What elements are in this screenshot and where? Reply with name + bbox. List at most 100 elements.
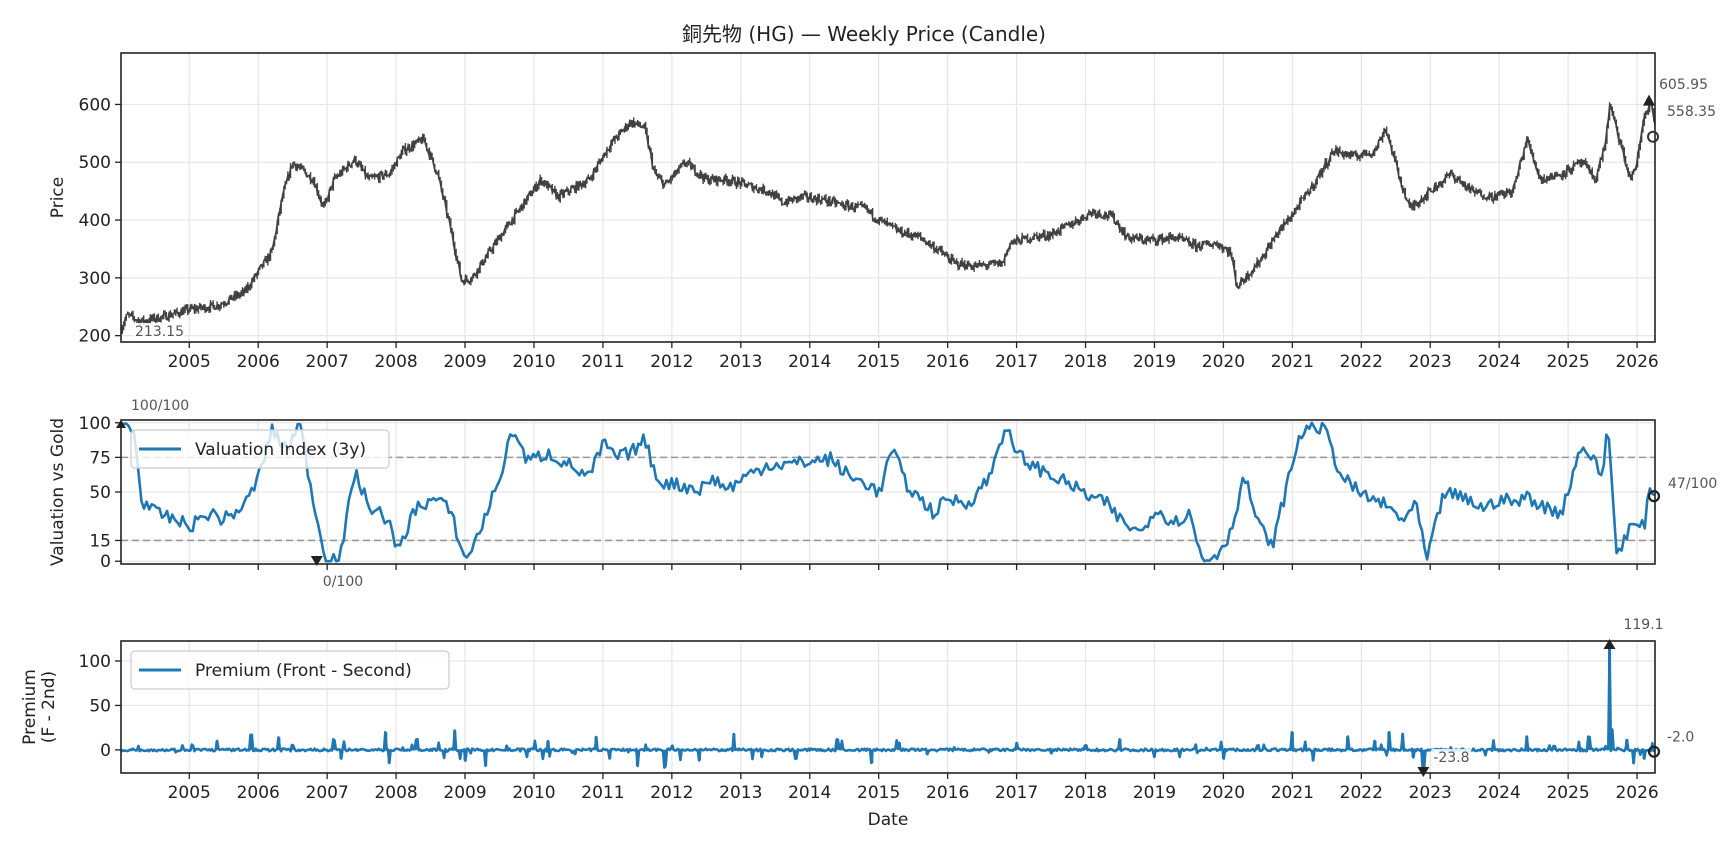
candle-body — [1236, 286, 1239, 289]
candle-body — [1530, 151, 1533, 154]
candle-body — [598, 159, 601, 163]
candle-body — [950, 256, 954, 260]
candle-body — [751, 187, 755, 191]
candle-body — [1316, 175, 1320, 178]
candle-body — [1100, 216, 1103, 219]
candle-body — [658, 176, 661, 179]
candle-body — [606, 148, 609, 151]
candle-body — [395, 157, 399, 167]
candle-body — [1470, 186, 1473, 190]
candle-body — [153, 319, 157, 322]
candle-body — [689, 161, 692, 170]
candle-body — [1215, 242, 1218, 247]
candle-body — [1564, 167, 1568, 175]
candle-body — [1407, 200, 1411, 206]
min-marker-icon — [310, 556, 323, 566]
candle-body — [1609, 104, 1612, 108]
candle-body — [1197, 243, 1201, 249]
candle-body — [1570, 169, 1573, 172]
x-tick-label: 2022 — [1340, 783, 1383, 803]
max-marker-icon — [1643, 94, 1655, 106]
candle-body — [1060, 224, 1063, 227]
candle-body — [679, 163, 683, 167]
candle-body — [1002, 256, 1006, 263]
annotation-bg — [1431, 749, 1472, 765]
legend: Premium (Front - Second) — [130, 650, 450, 690]
x-tick-label: 2026 — [1615, 783, 1658, 803]
candle-body — [1434, 183, 1437, 189]
candle-body — [404, 150, 408, 154]
candle-body — [827, 197, 831, 204]
candle-body — [200, 306, 203, 309]
x-tick-label: 2015 — [857, 352, 900, 372]
candle-body — [675, 170, 679, 174]
candle-body — [969, 265, 973, 269]
candle-body — [773, 193, 776, 200]
candle-body — [296, 165, 299, 168]
x-tick-label: 2013 — [719, 352, 762, 372]
x-tick-label: 2010 — [512, 783, 555, 803]
candle-body — [507, 222, 511, 225]
candle-body — [1191, 241, 1194, 248]
candle-body — [654, 171, 658, 176]
x-tick-label: 2025 — [1546, 783, 1589, 803]
candle-body — [536, 182, 540, 187]
candle-body — [1455, 178, 1458, 181]
candle-body — [1171, 234, 1174, 239]
candle-body — [1228, 248, 1232, 254]
candle-body — [1635, 155, 1639, 166]
candle-body — [945, 254, 949, 257]
candle-body — [1380, 134, 1384, 141]
candle-body — [1187, 239, 1190, 245]
candle-body — [1192, 240, 1195, 243]
candle-body — [1085, 213, 1089, 220]
candle-body — [843, 202, 847, 209]
candle-body — [777, 196, 780, 200]
axes-frame — [120, 640, 1656, 774]
candle-body — [1422, 197, 1425, 202]
y-tick-label: 0 — [100, 741, 111, 761]
valuation-panel: 015 50 75 100 Valuation vs Gold Valuation Ind… — [48, 398, 1717, 590]
candle-body — [669, 175, 672, 182]
x-tick-label: 2018 — [1064, 783, 1107, 803]
candle-body — [1289, 213, 1293, 219]
y-tick-label: 600 — [79, 95, 111, 115]
candle-body — [226, 302, 229, 305]
candle-body — [1642, 115, 1646, 124]
candle-body — [1444, 174, 1448, 178]
y-axis-label: Premium(F - 2nd) — [20, 669, 59, 745]
candle-body — [576, 181, 580, 190]
candle-body — [1272, 236, 1276, 241]
candle-body — [870, 210, 874, 219]
candle-body — [690, 166, 694, 170]
candle-body — [971, 267, 974, 270]
candle-body — [735, 179, 739, 187]
candle-body — [568, 187, 572, 193]
candle-body — [1249, 270, 1253, 276]
candle-body — [1496, 191, 1500, 195]
candle-body — [486, 250, 489, 257]
candle-body — [1435, 187, 1438, 190]
x-tick-label: 2019 — [1133, 352, 1176, 372]
candle-body — [829, 202, 832, 205]
candle-body — [1247, 274, 1250, 279]
candle-body — [1595, 171, 1599, 181]
candle-body — [284, 180, 288, 185]
candle-body — [1464, 186, 1468, 190]
y-axis-label: Valuation vs Gold — [48, 418, 68, 566]
candle-body — [252, 274, 256, 281]
x-tick-label: 2007 — [306, 352, 349, 372]
candle-body — [1117, 224, 1121, 231]
candle-body — [1394, 158, 1397, 162]
candle-body — [1363, 149, 1366, 153]
candle-body — [1386, 133, 1389, 137]
candle-body — [1514, 178, 1517, 182]
candle-body — [1201, 241, 1205, 244]
candle-body — [161, 313, 165, 317]
candle-body — [334, 175, 337, 178]
candle-body — [993, 261, 996, 264]
candle-body — [1153, 238, 1157, 243]
candle-body — [412, 142, 416, 148]
candle-body — [248, 286, 251, 289]
candle-body — [237, 294, 241, 297]
